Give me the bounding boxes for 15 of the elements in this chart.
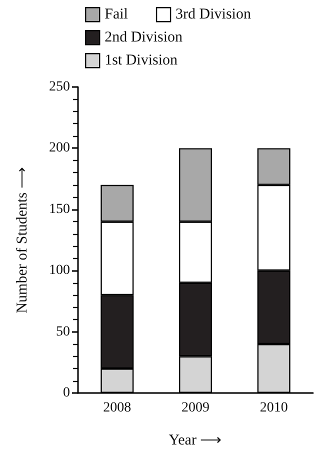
y-tick-label: 100 bbox=[49, 263, 70, 278]
x-tick-label: 2008 bbox=[103, 400, 132, 416]
y-tick-label: 150 bbox=[49, 202, 70, 217]
legend-label: 2nd Division bbox=[104, 30, 184, 46]
x-tick-label: 2009 bbox=[182, 400, 210, 416]
legend-label: 1st Division bbox=[104, 52, 178, 69]
y-tick-label: 250 bbox=[49, 80, 70, 94]
y-tick-label: 50 bbox=[56, 324, 70, 340]
legend-label: Fail bbox=[104, 6, 128, 23]
x-tick-label: 2010 bbox=[260, 400, 288, 416]
legend-label: 3rd Division bbox=[176, 6, 252, 23]
y-tick-label: 0 bbox=[63, 386, 70, 400]
x-axis-title: Year ⟶ bbox=[168, 432, 222, 448]
y-axis-title: Number of Students ⟶ bbox=[14, 166, 30, 314]
y-tick-label: 200 bbox=[49, 140, 70, 156]
